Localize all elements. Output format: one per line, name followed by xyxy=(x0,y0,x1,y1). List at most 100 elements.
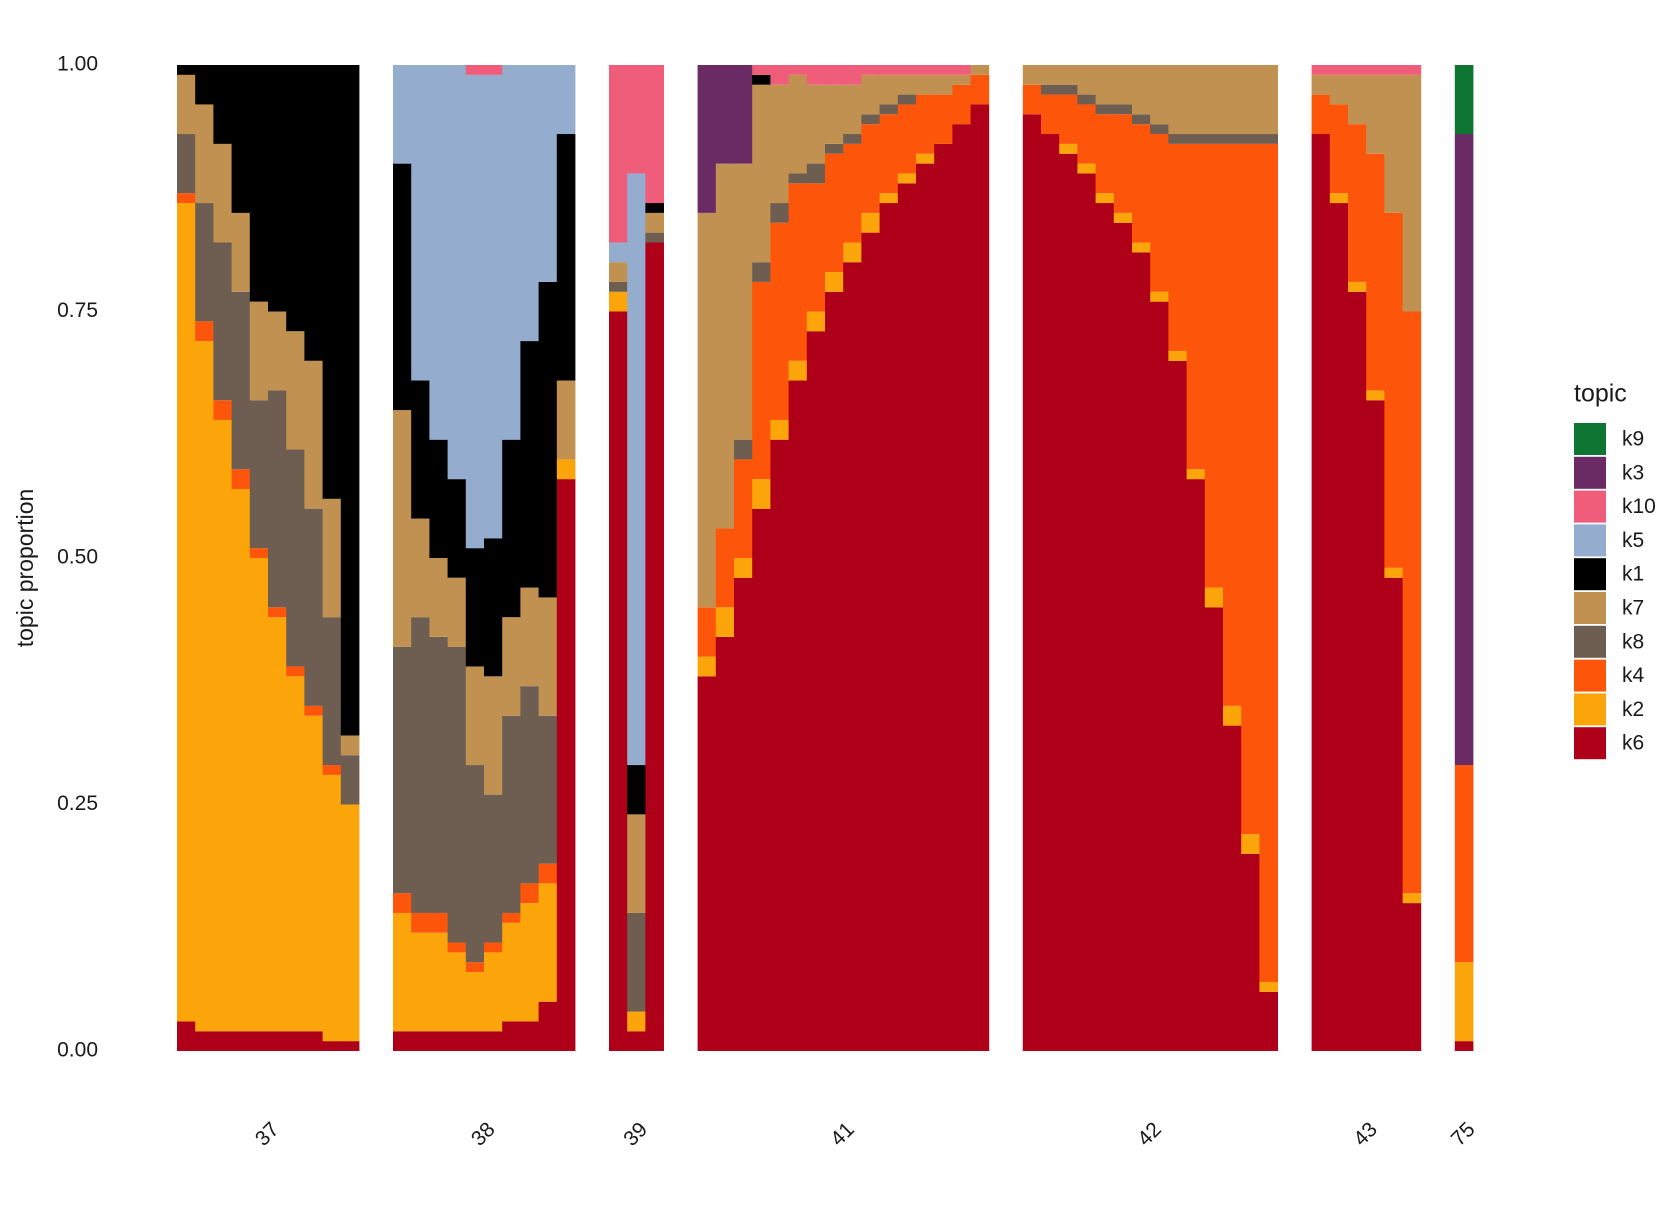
bar-segment xyxy=(556,134,576,381)
bar-segment xyxy=(934,74,953,95)
bar-segment xyxy=(538,715,558,864)
bar-segment xyxy=(1095,114,1115,194)
bar-segment xyxy=(1402,65,1422,75)
bar-segment xyxy=(1311,94,1331,135)
bar-segment xyxy=(465,74,485,549)
bar-segment xyxy=(627,912,646,1012)
bar-segment xyxy=(1311,65,1331,75)
bar-segment xyxy=(1329,74,1349,105)
bar-segment xyxy=(1329,203,1349,1052)
bar-segment xyxy=(843,262,862,1051)
bar-segment xyxy=(322,765,342,775)
bar-segment xyxy=(1168,65,1187,135)
bar-segment xyxy=(715,636,735,1051)
bar-segment xyxy=(1168,143,1187,351)
bar-segment xyxy=(1311,134,1331,1051)
y-tick-label: 0.00 xyxy=(57,1039,98,1062)
y-axis-title: topic proportion xyxy=(12,489,38,648)
bar-segment xyxy=(879,65,899,75)
bar-segment xyxy=(825,84,844,144)
bar-segment xyxy=(825,272,844,292)
bar-segment xyxy=(429,439,448,558)
bar-segment xyxy=(825,65,844,85)
bar-segment xyxy=(752,281,771,480)
bar-segment xyxy=(861,74,880,115)
bar-segment xyxy=(484,794,503,943)
bar-segment xyxy=(752,262,771,282)
bar-segment xyxy=(231,1031,251,1051)
bar-segment xyxy=(1329,104,1349,194)
bar-segment xyxy=(627,765,646,815)
bar-segment xyxy=(1132,124,1151,243)
bar-segment xyxy=(429,636,448,913)
bar-segment xyxy=(916,74,935,95)
legend-swatch xyxy=(1574,456,1606,489)
bar-segment xyxy=(1204,587,1224,608)
bar-segment xyxy=(788,183,808,361)
bar-segment xyxy=(177,203,196,1022)
bar-segment xyxy=(645,203,664,213)
bar-segment xyxy=(1259,143,1278,982)
bar-segment xyxy=(1041,134,1060,1051)
bar-segment xyxy=(177,193,196,204)
bar-segment xyxy=(843,143,862,243)
bar-segment xyxy=(465,972,485,1032)
bar-segment xyxy=(268,1031,287,1051)
bar-segment xyxy=(322,617,342,766)
bar-segment xyxy=(195,321,214,342)
bar-segment xyxy=(429,932,448,1032)
bar-segment xyxy=(268,390,287,608)
bar-segment xyxy=(286,65,305,332)
bar-segment xyxy=(484,676,503,795)
bar-segment xyxy=(788,360,808,381)
bar-segment xyxy=(1113,65,1133,105)
bar-segment xyxy=(502,715,521,913)
legend-swatch xyxy=(1574,592,1606,624)
bar-segment xyxy=(286,449,305,667)
bar-segment xyxy=(268,311,287,391)
bar-segment xyxy=(340,65,360,736)
bar-segment xyxy=(897,94,917,105)
bar-segment xyxy=(1454,962,1474,1042)
bar-segment xyxy=(177,65,196,75)
bar-segment xyxy=(1168,134,1187,144)
bar-segment xyxy=(752,74,771,85)
bar-segment xyxy=(1259,981,1278,992)
bar-segment xyxy=(393,1031,412,1051)
bar-segment xyxy=(1348,124,1367,282)
legend-label: k8 xyxy=(1622,630,1644,653)
bar-segment xyxy=(627,173,646,766)
x-group-label: 43 xyxy=(1349,1118,1382,1151)
bar-segment xyxy=(1204,134,1224,144)
bar-segment xyxy=(429,65,448,440)
bar-segment xyxy=(1132,65,1151,115)
bar-segment xyxy=(1384,577,1403,1051)
bar-segment xyxy=(429,558,448,637)
bar-segment xyxy=(715,163,735,529)
bar-segment xyxy=(1132,242,1151,253)
bar-segment xyxy=(502,912,521,923)
bar-segment xyxy=(952,65,971,75)
legend-label: k1 xyxy=(1622,563,1644,586)
bar-segment xyxy=(1402,893,1422,904)
bar-segment xyxy=(1241,853,1260,1051)
bar-segment xyxy=(1059,84,1078,95)
bar-segment xyxy=(1059,153,1078,1052)
bar-segment xyxy=(1113,212,1133,223)
bar-segment xyxy=(934,94,953,144)
bar-segment xyxy=(502,617,521,716)
legend-swatch xyxy=(1574,524,1606,557)
bar-segment xyxy=(1348,291,1367,1051)
bar-segment xyxy=(715,528,735,608)
bar-segment xyxy=(970,104,990,1051)
legend-label: k4 xyxy=(1622,664,1645,687)
bar-segment xyxy=(195,65,214,105)
bar-segment xyxy=(1150,124,1169,135)
bar-segment xyxy=(484,1031,503,1051)
x-group-label: 39 xyxy=(619,1118,652,1151)
bar-segment xyxy=(429,912,448,933)
bar-segment xyxy=(502,439,521,618)
bar-segment xyxy=(645,212,664,233)
bar-segment xyxy=(556,65,576,135)
bar-segment xyxy=(447,577,467,647)
